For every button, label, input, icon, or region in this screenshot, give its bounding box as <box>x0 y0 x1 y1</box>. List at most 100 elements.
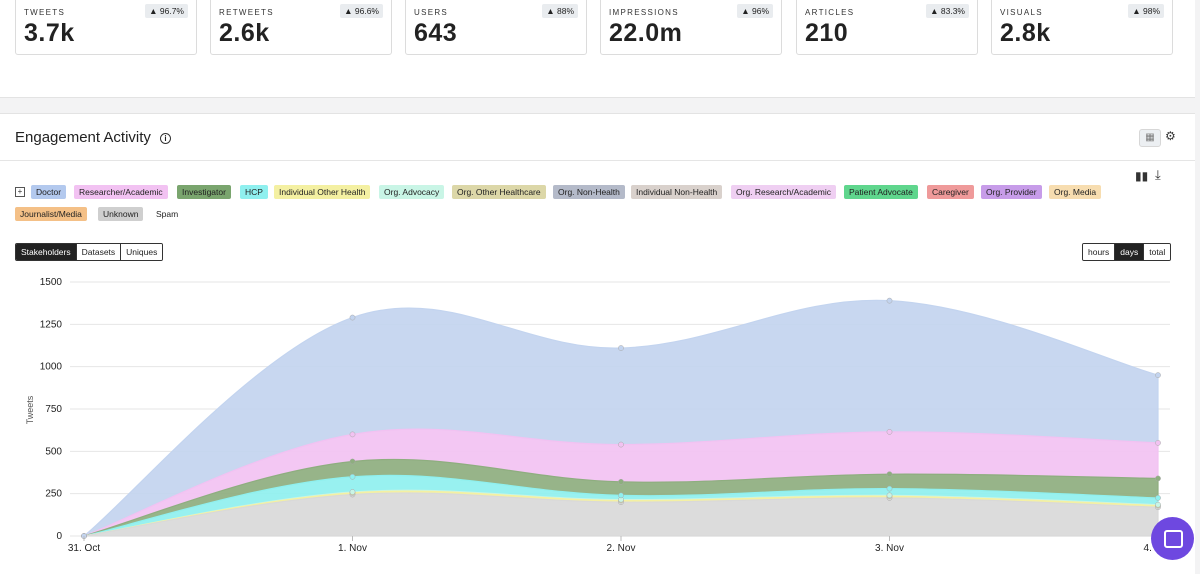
kpi-change-badge: ▲ 88% <box>542 4 578 18</box>
legend-chip[interactable]: Org. Advocacy <box>379 185 445 199</box>
data-point[interactable] <box>1155 475 1161 482</box>
data-point[interactable] <box>1155 501 1161 508</box>
expand-icon[interactable]: + <box>15 187 25 197</box>
legend-chip[interactable]: Journalist/Media <box>15 207 87 221</box>
x-tick-label: 31. Oct <box>68 543 100 554</box>
y-tick-label: 500 <box>45 446 62 457</box>
range-total[interactable]: total <box>1144 244 1171 260</box>
kpi-change-badge: ▲ 83.3% <box>926 4 969 18</box>
kpi-value: 3.7k <box>24 19 75 47</box>
kpi-strip: TWEETS ▲ 96.7% 3.7k RETWEETS ▲ 96.6% 2.6… <box>0 0 1195 98</box>
data-point[interactable] <box>349 489 356 495</box>
y-tick-label: 250 <box>45 489 62 500</box>
legend-chip[interactable]: Org. Provider <box>981 185 1042 199</box>
kpi-value: 210 <box>805 19 849 47</box>
tab-uniques[interactable]: Uniques <box>121 244 163 260</box>
data-point[interactable] <box>886 485 893 492</box>
kpi-change-badge: ▲ 96.7% <box>145 4 188 18</box>
chat-icon <box>1164 530 1183 548</box>
data-point[interactable] <box>618 478 624 485</box>
y-tick-label: 0 <box>56 531 62 542</box>
view-tabs: Stakeholders Datasets Uniques <box>15 243 164 261</box>
legend-chip[interactable]: Org. Non-Health <box>553 185 625 199</box>
tab-datasets[interactable]: Datasets <box>76 244 122 260</box>
data-point[interactable] <box>349 431 356 438</box>
bar-chart-icon[interactable]: ▮▮ <box>1135 169 1149 183</box>
info-icon[interactable]: i <box>160 133 171 144</box>
divider <box>0 160 1195 161</box>
gear-icon[interactable]: ⚙ <box>1165 129 1176 143</box>
x-tick-label: 1. Nov <box>338 543 367 554</box>
legend-chip[interactable]: Spam <box>151 207 184 221</box>
arrow-up-icon: ▲ <box>741 6 750 16</box>
y-axis-ticks: 0 250 500 750 1000 1250 1500 <box>40 277 63 542</box>
arrow-up-icon: ▲ <box>149 6 158 16</box>
kpi-change-badge: ▲ 98% <box>1128 4 1164 18</box>
data-point[interactable] <box>886 297 893 304</box>
data-point[interactable] <box>349 473 356 480</box>
kpi-value: 2.6k <box>219 19 270 47</box>
legend-chip[interactable]: Unknown <box>98 207 144 221</box>
tab-stakeholders[interactable]: Stakeholders <box>16 244 77 260</box>
data-point[interactable] <box>886 471 893 478</box>
y-tick-label: 1500 <box>40 277 63 288</box>
download-icon[interactable]: ⤓ <box>1155 167 1161 182</box>
kpi-card-impressions[interactable]: IMPRESSIONS ▲ 96% 22.0m <box>600 0 782 55</box>
kpi-label: IMPRESSIONS <box>609 8 679 17</box>
legend-chip[interactable]: Researcher/Academic <box>74 185 168 199</box>
table-view-icon[interactable]: ▦ <box>1139 129 1161 147</box>
kpi-card-visuals[interactable]: VISUALS ▲ 98% 2.8k <box>991 0 1173 55</box>
y-tick-label: 1000 <box>40 362 63 373</box>
data-point[interactable] <box>618 492 624 499</box>
chart-points <box>81 297 1161 539</box>
data-point[interactable] <box>618 345 624 351</box>
data-point[interactable] <box>1155 440 1161 446</box>
legend-chip[interactable]: Investigator <box>177 185 231 199</box>
arrow-up-icon: ▲ <box>930 6 939 16</box>
legend-chip[interactable]: Individual Non-Health <box>631 185 723 199</box>
kpi-label: USERS <box>414 8 449 17</box>
arrow-up-icon: ▲ <box>344 6 353 16</box>
kpi-change-badge: ▲ 96.6% <box>340 4 383 18</box>
legend-chip[interactable]: Doctor <box>31 185 67 199</box>
kpi-label: VISUALS <box>1000 8 1043 17</box>
data-point[interactable] <box>349 458 356 465</box>
kpi-card-articles[interactable]: ARTICLES ▲ 83.3% 210 <box>796 0 978 55</box>
data-point[interactable] <box>618 441 624 448</box>
kpi-value: 643 <box>414 19 458 47</box>
x-tick-label: 2. Nov <box>607 543 636 554</box>
kpi-card-tweets[interactable]: TWEETS ▲ 96.7% 3.7k <box>15 0 197 55</box>
kpi-card-users[interactable]: USERS ▲ 88% 643 <box>405 0 587 55</box>
chat-launcher-button[interactable] <box>1151 517 1194 560</box>
data-point[interactable] <box>886 492 893 499</box>
data-point[interactable] <box>1155 372 1161 378</box>
kpi-change-badge: ▲ 96% <box>737 4 773 18</box>
kpi-label: TWEETS <box>24 8 66 17</box>
range-tabs: hours days total <box>1082 243 1172 261</box>
legend-chip[interactable]: Org. Research/Academic <box>731 185 836 199</box>
kpi-value: 2.8k <box>1000 19 1051 47</box>
y-tick-label: 750 <box>45 404 62 415</box>
arrow-up-icon: ▲ <box>1132 6 1141 16</box>
arrow-up-icon: ▲ <box>546 6 555 16</box>
legend-chip[interactable]: Caregiver <box>927 185 974 199</box>
kpi-value: 22.0m <box>609 19 683 47</box>
legend-chip[interactable]: Individual Other Health <box>274 185 371 199</box>
kpi-card-retweets[interactable]: RETWEETS ▲ 96.6% 2.6k <box>210 0 392 55</box>
data-point[interactable] <box>349 314 356 321</box>
panel-title: Engagement Activity <box>15 129 151 146</box>
x-tick-label: 3. Nov <box>875 543 904 554</box>
y-axis-label: Tweets <box>25 395 35 424</box>
range-hours[interactable]: hours <box>1083 244 1116 260</box>
kpi-label: RETWEETS <box>219 8 274 17</box>
legend-chip[interactable]: Patient Advocate <box>844 185 918 199</box>
legend-chip[interactable]: Org. Media <box>1049 185 1102 199</box>
range-days[interactable]: days <box>1115 244 1145 260</box>
data-point[interactable] <box>886 429 893 435</box>
y-tick-label: 1250 <box>40 319 63 330</box>
legend-chip[interactable]: Org. Other Healthcare <box>452 185 546 199</box>
legend-chip[interactable]: HCP <box>240 185 268 199</box>
data-point[interactable] <box>1155 495 1161 501</box>
